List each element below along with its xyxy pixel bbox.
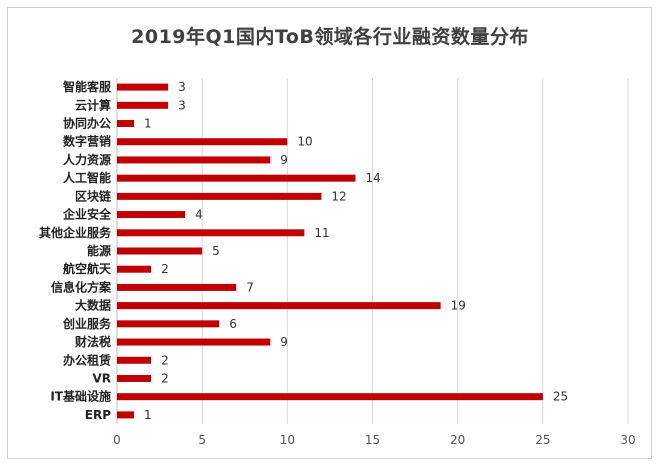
value-label-办公租赁: 2 — [161, 353, 169, 367]
category-label-协同办公: 协同办公 — [63, 116, 111, 131]
bar-智能客服 — [117, 83, 169, 91]
value-label-ERP: 1 — [144, 408, 152, 422]
bar-财法税 — [117, 338, 271, 346]
category-label-能源: 能源 — [87, 243, 111, 258]
category-label-其他企业服务: 其他企业服务 — [39, 225, 112, 240]
value-label-协同办公: 1 — [144, 117, 152, 131]
x-tick-25: 25 — [535, 433, 550, 447]
bar-办公租赁 — [117, 356, 152, 364]
chart-title: 2019年Q1国内ToB领域各行业融资数量分布 — [131, 26, 529, 48]
value-label-航空航天: 2 — [161, 262, 169, 276]
bar-信息化方案 — [117, 283, 237, 291]
bar-企业安全 — [117, 211, 186, 219]
bar-区块链 — [117, 192, 322, 200]
bars — [117, 83, 543, 419]
x-tick-10: 10 — [280, 433, 295, 447]
category-label-人工智能: 人工智能 — [63, 170, 111, 185]
category-label-信息化方案: 信息化方案 — [51, 279, 112, 294]
category-label-大数据: 大数据 — [75, 298, 111, 313]
category-label-区块链: 区块链 — [75, 188, 112, 203]
bar-大数据 — [117, 302, 441, 310]
category-labels: 智能客服云计算协同办公数字营销人力资源人工智能区块链企业安全其他企业服务能源航空… — [39, 79, 112, 422]
category-label-航空航天: 航空航天 — [63, 261, 112, 276]
bar-ERP — [117, 411, 135, 419]
value-label-区块链: 12 — [331, 189, 346, 203]
x-tick-20: 20 — [450, 433, 465, 447]
value-label-智能客服: 3 — [178, 80, 186, 94]
value-label-能源: 5 — [212, 244, 220, 258]
x-tick-15: 15 — [365, 433, 380, 447]
bar-航空航天 — [117, 265, 152, 273]
x-tick-5: 5 — [198, 433, 206, 447]
value-label-云计算: 3 — [178, 98, 186, 112]
value-label-财法税: 9 — [280, 335, 288, 349]
category-label-数字营销: 数字营销 — [63, 134, 111, 149]
value-label-其他企业服务: 11 — [314, 226, 329, 240]
value-labels: 3 3 1 10 9 14 12 4 11 5 2 7 19 6 9 2 2 25 1 — [144, 80, 568, 422]
bar-创业服务 — [117, 320, 220, 328]
gridlines — [116, 78, 629, 424]
category-label-人力资源: 人力资源 — [63, 152, 111, 167]
category-label-财法税: 财法税 — [74, 334, 111, 349]
category-label-创业服务: 创业服务 — [62, 316, 112, 331]
value-label-信息化方案: 7 — [246, 280, 254, 294]
bar-数字营销 — [117, 138, 288, 146]
value-label-VR: 2 — [161, 371, 169, 385]
value-label-大数据: 19 — [451, 299, 466, 313]
value-label-创业服务: 6 — [229, 317, 237, 331]
chart-frame — [7, 7, 652, 459]
category-label-办公租赁: 办公租赁 — [63, 352, 111, 367]
category-label-ERP: ERP — [85, 408, 111, 422]
bar-能源 — [117, 247, 203, 255]
x-tick-0: 0 — [113, 433, 121, 447]
bar-IT基础设施 — [117, 393, 543, 401]
bar-其他企业服务 — [117, 229, 305, 237]
x-tick-labels: 0 5 10 15 20 25 30 — [113, 433, 635, 447]
category-label-IT基础设施: IT基础设施 — [50, 389, 111, 404]
value-label-数字营销: 10 — [297, 135, 312, 149]
bar-VR — [117, 374, 152, 382]
bar-云计算 — [117, 101, 169, 109]
category-label-智能客服: 智能客服 — [62, 79, 112, 94]
bar-人工智能 — [117, 174, 356, 182]
value-label-人工智能: 14 — [365, 171, 380, 185]
bar-人力资源 — [117, 156, 271, 164]
value-label-IT基础设施: 25 — [553, 390, 568, 404]
category-label-企业安全: 企业安全 — [62, 207, 112, 222]
bar-协同办公 — [117, 120, 135, 128]
value-label-企业安全: 4 — [195, 208, 203, 222]
category-label-云计算: 云计算 — [75, 97, 111, 112]
category-label-VR: VR — [92, 371, 111, 385]
x-tick-30: 30 — [620, 433, 635, 447]
value-label-人力资源: 9 — [280, 153, 288, 167]
